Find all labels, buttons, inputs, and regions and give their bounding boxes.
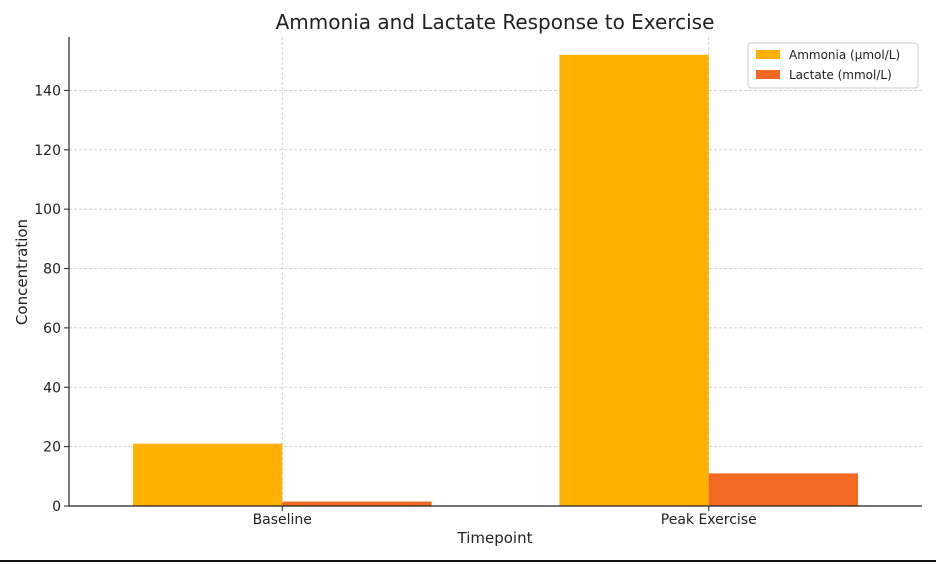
tick-labels: 0 20 40 60 80 100 120 140 Baseline Peak Exercise xyxy=(34,83,756,528)
axes xyxy=(64,37,922,511)
bar-lactate-baseline xyxy=(282,501,432,506)
y-tick-label: 120 xyxy=(34,143,61,159)
chart-title: Ammonia and Lactate Response to Exercise xyxy=(276,10,715,34)
y-tick-label: 0 xyxy=(52,499,61,515)
x-tick-label: Peak Exercise xyxy=(661,512,757,528)
legend-label: Ammonia (µmol/L) xyxy=(789,48,900,62)
bar-ammonia-peak-exercise xyxy=(559,54,709,507)
bar-ammonia-baseline xyxy=(132,443,283,506)
legend-swatch xyxy=(756,70,780,79)
legend-swatch xyxy=(756,50,780,59)
y-tick-label: 100 xyxy=(34,202,61,218)
bottom-divider xyxy=(0,560,936,562)
y-tick-label: 80 xyxy=(43,262,61,278)
legend-box xyxy=(747,42,919,89)
grid-lines xyxy=(69,37,922,506)
x-tick-label: Baseline xyxy=(253,512,312,528)
y-axis-label: Concentration xyxy=(13,219,31,325)
y-tick-label: 40 xyxy=(43,380,61,396)
legend: Ammonia (µmol/L) Lactate (mmol/L) xyxy=(747,42,919,89)
x-axis-label: Timepoint xyxy=(457,529,533,547)
legend-label: Lactate (mmol/L) xyxy=(789,68,892,82)
y-tick-label: 20 xyxy=(43,440,61,456)
bar-lactate-peak-exercise xyxy=(708,473,859,506)
y-tick-label: 60 xyxy=(43,321,61,337)
y-tick-label: 140 xyxy=(34,83,61,99)
bars xyxy=(132,54,859,507)
